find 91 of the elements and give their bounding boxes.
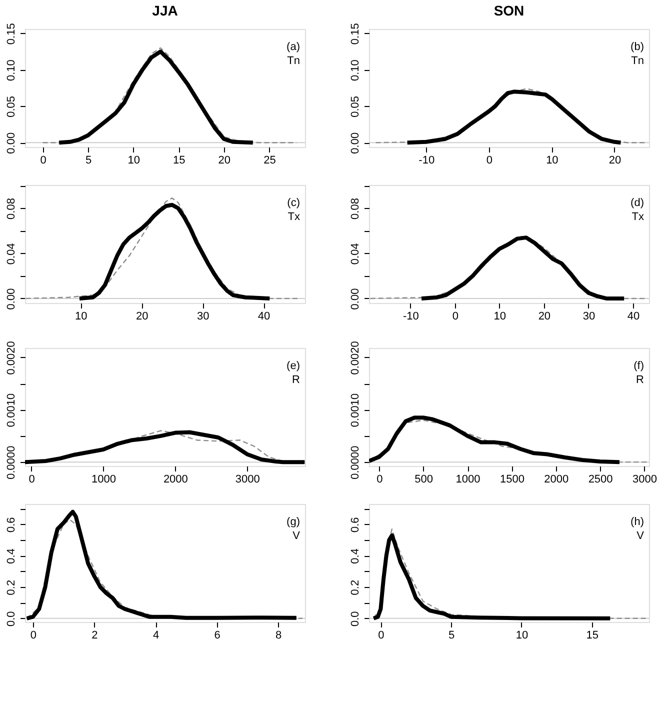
x-tick-label: 10	[516, 630, 528, 642]
x-tick-label: 40	[627, 310, 640, 322]
y-tick-label: 0.00	[6, 288, 18, 310]
y-tick-label: 0.08	[350, 198, 362, 220]
x-tick-label: 0	[486, 154, 492, 166]
x-tick-label: 20	[608, 154, 622, 166]
annotation: R	[292, 374, 300, 386]
x-tick-label: 10	[494, 310, 506, 322]
annotation: (e)	[286, 360, 300, 372]
y-tick-label: 0.04	[6, 243, 18, 265]
x-tick-label: 40	[258, 310, 270, 322]
y-tick-label: 0.05	[6, 96, 18, 118]
y-tick-label: 0.15	[6, 23, 18, 45]
x-tick-label: 20	[538, 310, 551, 322]
annotation: Tx	[632, 211, 644, 223]
y-tick-label: 0.4	[6, 548, 18, 564]
x-tick-label: 10	[75, 310, 88, 322]
annotation: R	[636, 374, 644, 386]
x-tick-label: -10	[402, 310, 419, 322]
y-tick-label: 0.08	[6, 198, 18, 220]
annotation: (d)	[630, 197, 644, 209]
y-tick-label: 0.0	[350, 611, 362, 627]
y-tick-label: 0.10	[6, 60, 18, 81]
y-tick-label: 0.6	[6, 517, 18, 533]
annotation: Tn	[287, 55, 300, 67]
line-series	[420, 236, 626, 300]
x-tick-label: 4	[152, 630, 160, 642]
y-tick-label: 0.0010	[6, 393, 18, 428]
annotation: (b)	[630, 41, 644, 53]
y-tick-label: 0.0020	[6, 341, 18, 375]
y-tick-label: 0.04	[350, 243, 362, 265]
x-tick-label: 0	[376, 474, 383, 486]
y-tick-label: 0.0000	[350, 446, 362, 480]
y-tick-label: 0.2	[350, 580, 362, 596]
y-tick-label: 0.00	[350, 288, 362, 310]
annotation: Tn	[631, 55, 644, 67]
x-tick-label: 10	[128, 154, 140, 166]
x-tick-label: 30	[582, 310, 596, 322]
x-tick-label: 1000	[456, 474, 480, 486]
x-tick-label: 500	[414, 474, 434, 486]
line-series	[405, 90, 623, 145]
annotation: (a)	[286, 41, 300, 53]
x-tick-label: 3000	[632, 474, 657, 486]
y-tick-label: 0.2	[6, 580, 18, 596]
x-tick-label: 25	[264, 154, 276, 166]
y-tick-label: 0.0000	[6, 446, 18, 480]
x-tick-label: 8	[275, 630, 282, 642]
x-tick-label: 30	[196, 310, 210, 322]
x-tick-label: 0	[40, 154, 46, 166]
annotation: (c)	[287, 197, 300, 209]
y-tick-label: 0.4	[350, 548, 362, 564]
x-tick-label: 5	[85, 154, 92, 166]
x-tick-label: 1500	[500, 474, 524, 486]
annotation: (g)	[286, 516, 300, 528]
x-tick-label: -10	[418, 154, 435, 166]
x-tick-label: 10	[546, 154, 558, 166]
chart-title: SON	[494, 2, 524, 19]
chart-title: JJA	[152, 2, 178, 19]
x-tick-label: 6	[214, 630, 220, 642]
line-series	[77, 202, 272, 300]
x-tick-label: 20	[136, 310, 148, 322]
x-tick-label: 15	[173, 154, 186, 166]
annotation: V	[292, 530, 301, 542]
y-tick-label: 0.10	[350, 60, 362, 81]
y-tick-label: 0.15	[350, 23, 362, 45]
x-tick-label: 2000	[544, 474, 569, 486]
annotation: V	[636, 530, 645, 542]
x-tick-label: 0	[30, 630, 37, 642]
x-tick-label: 2000	[163, 474, 188, 486]
annotation: (h)	[630, 516, 644, 528]
x-tick-label: 2	[92, 630, 98, 642]
y-tick-label: 0.0	[6, 611, 18, 627]
x-tick-label: 3000	[235, 474, 260, 486]
x-tick-label: 5	[448, 630, 455, 642]
x-tick-label: 15	[586, 630, 598, 642]
x-tick-label: 1000	[92, 474, 116, 486]
y-tick-label: 0.0010	[350, 393, 362, 428]
y-tick-label: 0.6	[350, 517, 362, 533]
line-series	[57, 50, 255, 145]
y-tick-label: 0.00	[350, 132, 362, 154]
x-tick-label: 20	[218, 154, 231, 166]
y-tick-label: 0.0020	[350, 341, 362, 375]
annotation: Tx	[288, 211, 300, 223]
x-tick-label: 0	[378, 630, 384, 642]
y-tick-label: 0.05	[350, 96, 362, 118]
x-tick-label: 2500	[588, 474, 613, 486]
x-tick-label: 0	[452, 310, 458, 322]
x-tick-label: 0	[28, 474, 35, 486]
line-series	[372, 533, 612, 620]
y-tick-label: 0.00	[6, 132, 18, 154]
annotation: (f)	[634, 360, 644, 372]
